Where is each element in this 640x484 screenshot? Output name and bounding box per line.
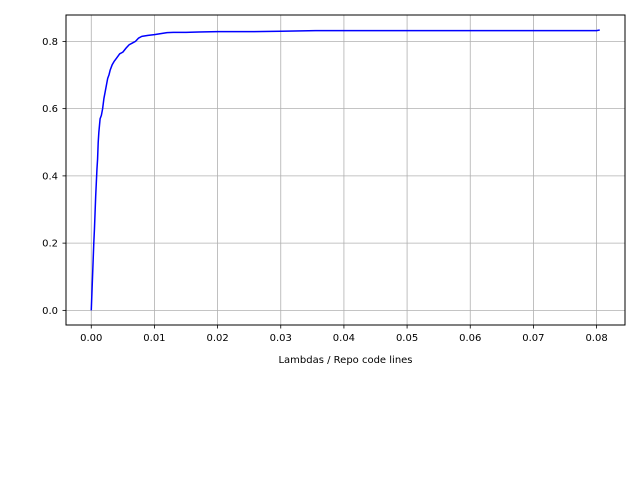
x-axis-label: Lambdas / Repo code lines — [278, 355, 412, 366]
x-tick-label: 0.05 — [396, 333, 418, 344]
series-layer — [90, 29, 600, 311]
axes-frame — [65, 14, 626, 326]
x-tick-label: 0.03 — [270, 333, 292, 344]
series-line — [90, 29, 600, 311]
y-tick-label: 0.6 — [42, 104, 58, 115]
x-tick-label: 0.07 — [522, 333, 544, 344]
y-tick-label: 0.8 — [42, 37, 58, 48]
x-tick-label: 0.01 — [143, 333, 165, 344]
x-tick-label: 0.08 — [585, 333, 607, 344]
y-tick-label: 0.2 — [42, 239, 58, 250]
y-tick-label: 0.4 — [42, 171, 58, 182]
x-tick-label: 0.00 — [80, 333, 102, 344]
x-tick-label: 0.02 — [206, 333, 228, 344]
x-tick-label: 0.06 — [459, 333, 481, 344]
grid-lines — [66, 15, 625, 325]
ticks-layer: 0.00 0.01 0.02 0.03 0.04 0.05 0.06 0.07 0.08 0.0 0… — [42, 37, 608, 344]
x-tick-label: 0.04 — [333, 333, 355, 344]
y-tick-label: 0.0 — [42, 306, 58, 317]
